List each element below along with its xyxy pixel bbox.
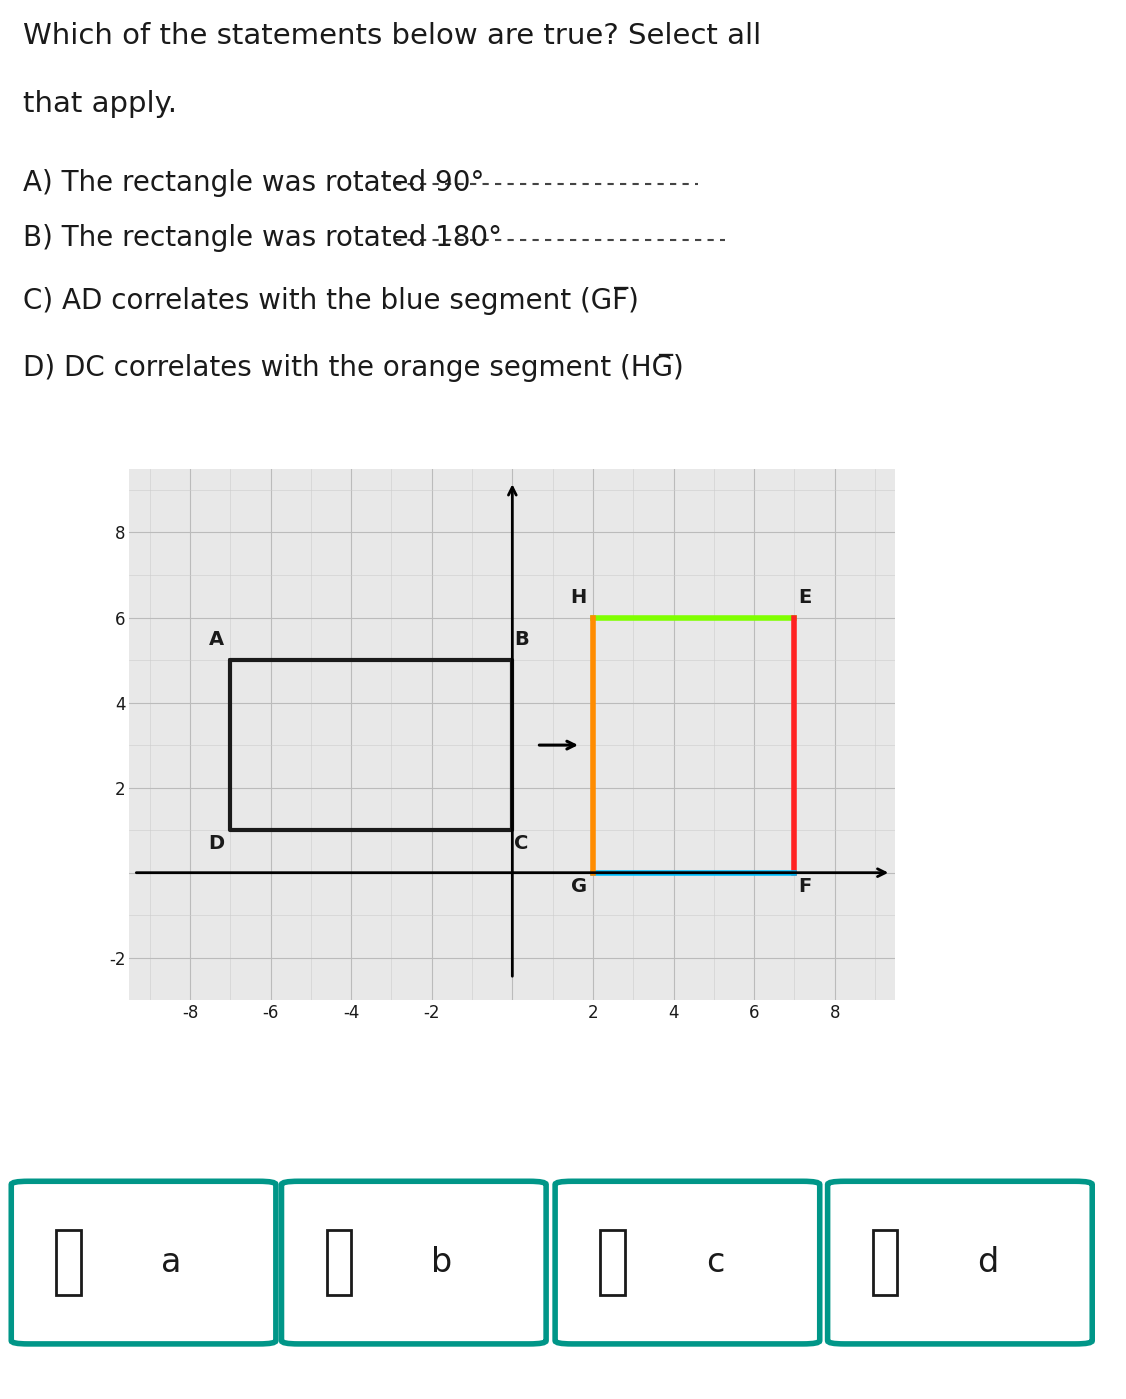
Text: A) The rectangle was rotated 90°: A) The rectangle was rotated 90° [23, 169, 484, 197]
Text: H: H [571, 588, 587, 607]
FancyBboxPatch shape [555, 1181, 820, 1344]
Text: G: G [571, 877, 587, 895]
Text: that apply.: that apply. [23, 90, 177, 118]
Bar [600, 1230, 625, 1295]
FancyBboxPatch shape [11, 1181, 276, 1344]
Text: F: F [798, 877, 812, 895]
Text: C) AD correlates with the blue segment (GF̅): C) AD correlates with the blue segment (… [23, 287, 638, 315]
FancyBboxPatch shape [282, 1181, 546, 1344]
Bar [327, 1230, 351, 1295]
Text: Which of the statements below are true? Select all: Which of the statements below are true? … [23, 22, 761, 50]
Text: D: D [208, 834, 224, 853]
Text: c: c [706, 1247, 724, 1279]
Text: A: A [209, 631, 224, 649]
Text: a: a [161, 1247, 181, 1279]
Text: b: b [431, 1247, 453, 1279]
Bar [56, 1230, 81, 1295]
Text: B: B [515, 631, 529, 649]
Text: d: d [977, 1247, 999, 1279]
Text: B) The rectangle was rotated 180°: B) The rectangle was rotated 180° [23, 224, 501, 252]
FancyBboxPatch shape [828, 1181, 1092, 1344]
Text: E: E [798, 588, 812, 607]
Text: D) DC correlates with the orange segment (HG̅): D) DC correlates with the orange segment… [23, 354, 683, 382]
Text: C: C [515, 834, 529, 853]
Bar [873, 1230, 897, 1295]
